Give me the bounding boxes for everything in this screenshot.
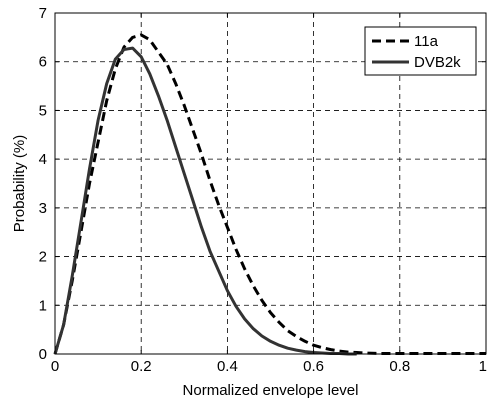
y-tick-label: 7 <box>39 5 47 22</box>
x-tick-label: 0.2 <box>131 358 152 375</box>
y-tick-label: 6 <box>39 54 47 71</box>
series-lines <box>53 33 486 356</box>
series-line-11a <box>53 33 486 355</box>
y-tick-label: 5 <box>39 102 47 119</box>
legend-box <box>364 26 477 76</box>
y-tick-label: 3 <box>39 200 47 217</box>
x-axis-label: Normalized envelope level <box>183 382 359 399</box>
legend: 11a DVB2k <box>364 26 477 76</box>
axis-ticks: 0 0.2 0.4 0.6 0.8 1 0 1 2 3 4 5 6 7 <box>39 5 487 375</box>
legend-label-11a: 11a <box>414 33 439 50</box>
x-tick-label: 0.6 <box>303 358 324 375</box>
x-tick-label: 1 <box>479 358 487 375</box>
y-axis-label: Probability (%) <box>11 135 28 233</box>
y-tick-label: 1 <box>39 297 47 314</box>
x-tick-label: 0.8 <box>389 358 410 375</box>
legend-label-dvb2k: DVB2k <box>414 54 461 71</box>
series-line-dvb2k <box>53 46 357 356</box>
plot-frame <box>54 12 487 355</box>
y-tick-label: 0 <box>39 346 47 363</box>
x-tick-label: 0 <box>51 358 59 375</box>
y-tick-label: 4 <box>39 151 47 168</box>
x-tick-label: 0.4 <box>217 358 238 375</box>
y-tick-label: 2 <box>39 249 47 266</box>
